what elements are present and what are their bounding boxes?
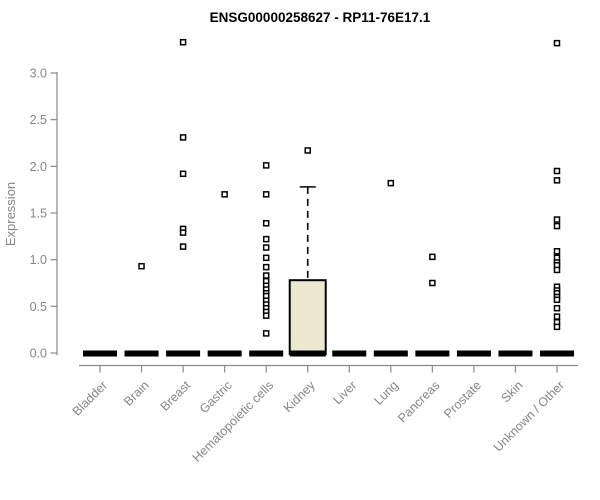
collapsed-box xyxy=(249,350,284,357)
outlier-point xyxy=(387,179,395,187)
outlier-point xyxy=(553,216,561,223)
outlier-point xyxy=(304,147,311,154)
y-tick-label: 1.5 xyxy=(30,207,47,221)
outlier-point xyxy=(179,38,187,46)
outlier-point xyxy=(262,162,270,169)
x-tick-label: Skin xyxy=(498,378,525,405)
x-tick-label: Lung xyxy=(371,378,401,408)
y-tick-label: 0.5 xyxy=(30,300,47,314)
outlier-point xyxy=(262,330,270,337)
outlier-point xyxy=(262,263,270,271)
outlier-point xyxy=(138,262,145,270)
x-tick-label: Hematopoietic cells xyxy=(190,378,277,465)
outlier-point xyxy=(553,266,561,274)
collapsed-box xyxy=(124,350,159,357)
x-tick-label: Prostate xyxy=(441,378,484,421)
outlier-point xyxy=(553,222,561,230)
outlier-point xyxy=(262,312,270,319)
outlier-point xyxy=(221,191,228,198)
collapsed-box xyxy=(540,350,574,357)
outlier-point xyxy=(553,248,561,255)
y-tick-label: 0.0 xyxy=(30,347,47,361)
x-tick-label: Kidney xyxy=(281,378,318,415)
x-tick-label: Gastric xyxy=(197,378,235,416)
outlier-point xyxy=(553,39,561,47)
outlier-point xyxy=(553,304,561,312)
y-tick-label: 2.5 xyxy=(30,113,47,127)
collapsed-box xyxy=(332,350,367,357)
outlier-point xyxy=(262,191,270,198)
outlier-point xyxy=(179,170,187,178)
outlier-point xyxy=(262,244,270,251)
collapsed-box xyxy=(415,350,450,357)
collapsed-box xyxy=(207,350,242,357)
x-tick-label: Pancreas xyxy=(395,378,442,425)
collapsed-box xyxy=(456,350,491,357)
collapsed-box xyxy=(83,350,117,357)
collapsed-box xyxy=(166,350,201,357)
y-axis-label: Expression xyxy=(3,182,18,246)
outlier-point xyxy=(262,235,270,243)
chart-title: ENSG00000258627 - RP11-76E17.1 xyxy=(210,10,431,25)
x-tick-label: Brain xyxy=(121,378,152,409)
x-tick-label: Liver xyxy=(330,378,359,407)
outlier-point xyxy=(179,229,187,236)
outlier-point xyxy=(553,313,561,320)
x-tick-label: Bladder xyxy=(70,378,110,418)
x-tick-label: Breast xyxy=(158,378,194,414)
plot-area: 0.0 0.5 1.0 1.5 2.0 2.5 3.0 Bladder Brain Breast G… xyxy=(30,38,578,465)
outlier-point xyxy=(553,177,561,184)
outlier-point xyxy=(179,134,187,141)
collapsed-box xyxy=(373,350,408,357)
outlier-point xyxy=(429,279,436,287)
collapsed-box xyxy=(498,350,533,357)
outlier-point xyxy=(262,272,270,279)
outlier-point xyxy=(262,220,270,227)
y-tick-label: 3.0 xyxy=(30,67,47,81)
outlier-point xyxy=(179,243,187,250)
outlier-point xyxy=(262,254,270,262)
box-body xyxy=(288,279,327,356)
median-line xyxy=(289,350,326,357)
outlier-point xyxy=(553,167,561,175)
outlier-point xyxy=(553,323,561,331)
y-tick-label: 2.0 xyxy=(30,160,47,174)
outlier-point xyxy=(429,253,436,261)
outlier-point xyxy=(553,296,561,304)
x-tick-label: Unknown / Other xyxy=(491,378,567,454)
y-tick-label: 1.0 xyxy=(30,253,47,267)
